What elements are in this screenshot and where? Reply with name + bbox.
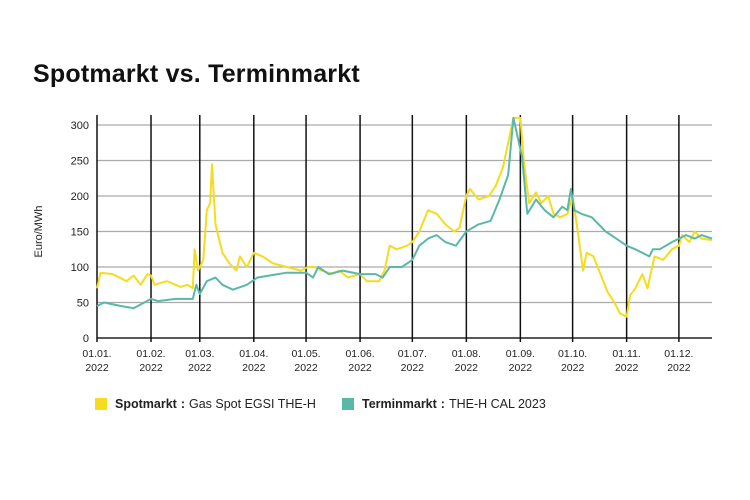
- chart-title: Spotmarkt vs. Terminmarkt: [33, 60, 360, 88]
- legend-item-spotmarkt: Spotmarkt: Gas Spot EGSI THE-H: [95, 397, 316, 411]
- x-tick-label-year: 2022: [188, 362, 212, 374]
- x-tick-label: 01.10.: [558, 348, 587, 360]
- x-tick-label: 01.02.: [136, 348, 165, 360]
- x-tick-label: 01.05.: [291, 348, 320, 360]
- x-tick-label: 01.04.: [239, 348, 268, 360]
- y-tick-label: 100: [71, 262, 89, 274]
- x-tick-label: 01.09.: [506, 348, 535, 360]
- x-tick-label: 01.12.: [664, 348, 693, 360]
- series-line-spotmarkt: [96, 116, 713, 318]
- legend-swatch-terminmarkt: [342, 398, 354, 410]
- x-tick-label-year: 2022: [455, 362, 479, 374]
- y-tick-label: 0: [83, 333, 89, 345]
- legend-swatch-spotmarkt: [95, 398, 107, 410]
- y-tick-label: 150: [71, 227, 89, 239]
- x-tick-label: 01.03.: [185, 348, 214, 360]
- x-tick-label-year: 2022: [401, 362, 425, 374]
- x-tick-label-year: 2022: [509, 362, 533, 374]
- x-tick-label-year: 2022: [348, 362, 372, 374]
- x-tick-label-year: 2022: [294, 362, 318, 374]
- legend-desc-terminmarkt: THE-H CAL 2023: [448, 397, 546, 411]
- x-tick-label: 01.01.: [82, 348, 111, 360]
- y-tick-label: 250: [71, 156, 89, 168]
- x-tick-label-year: 2022: [85, 362, 109, 374]
- x-tick-label-year: 2022: [139, 362, 163, 374]
- x-tick-label: 01.08.: [452, 348, 481, 360]
- x-tick-label: 01.07.: [398, 348, 427, 360]
- y-axis-label: Euro/MWh: [33, 206, 45, 258]
- legend-desc-spotmarkt: Gas Spot EGSI THE-H: [189, 397, 316, 411]
- x-tick-label-year: 2022: [615, 362, 639, 374]
- legend-item-terminmarkt: Terminmarkt: THE-H CAL 2023: [342, 397, 546, 411]
- legend-label-terminmarkt: Terminmarkt: [362, 397, 437, 411]
- y-tick-label: 200: [71, 191, 89, 203]
- legend-label-spotmarkt: Spotmarkt: [115, 397, 177, 411]
- x-tick-label-year: 2022: [242, 362, 266, 374]
- x-tick-label: 01.11.: [612, 348, 640, 360]
- x-tick-label-year: 2022: [561, 362, 585, 374]
- x-tick-label-year: 2022: [667, 362, 691, 374]
- x-tick-label: 01.06.: [345, 348, 374, 360]
- y-tick-label: 50: [77, 298, 89, 310]
- y-tick-label: 300: [71, 120, 89, 132]
- series-line-terminmarkt: [96, 116, 713, 310]
